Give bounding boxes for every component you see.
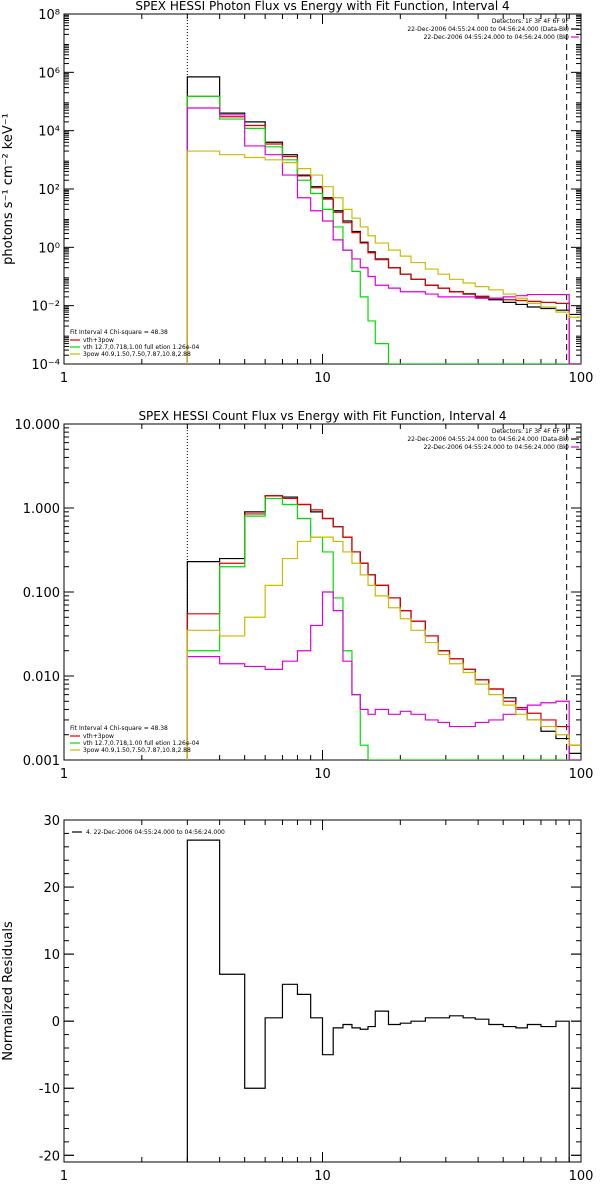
x-tick-label: 1: [60, 1169, 68, 1184]
series-line-3: [186, 497, 581, 760]
x-tick-label: 100: [569, 1169, 594, 1184]
y-tick-label: 10⁻⁴: [31, 358, 60, 373]
legend-header: Detectors: 1F 3F 4F 6F 9F: [492, 428, 570, 435]
series-line-2: [186, 495, 581, 760]
series-line-1: [186, 495, 581, 760]
chart-title: SPEX HESSI Count Flux vs Energy with Fit…: [138, 409, 506, 423]
legend-entry: 22-Dec-2006 04:55:24.000 to 04:56:24.000…: [407, 436, 569, 443]
y-tick-label: 20: [43, 881, 60, 896]
fit-legend-entry: vth+3pow: [83, 337, 114, 344]
y-tick-label: 0.100: [23, 586, 60, 601]
series-line-1: [186, 76, 581, 364]
legend-header: Detectors: 1F 3F 4F 6F 9F: [492, 18, 570, 25]
series-line-4: [186, 107, 581, 364]
series-line-5: [186, 150, 581, 364]
x-tick-label: 10: [314, 767, 331, 782]
y-tick-label: 30: [43, 814, 60, 829]
y-tick-label: 10.000: [15, 418, 61, 433]
fit-legend-entry: vth 12.7,0.718,1.00 full etion 1.26e-04: [83, 740, 200, 747]
series-line-1: [186, 839, 570, 1162]
y-axis-label: photons s⁻¹ cm⁻² keV⁻¹: [1, 113, 16, 265]
x-tick-label: 10: [314, 1169, 331, 1184]
fit-legend-header: Fit Interval 4 Chi-square = 48.38: [70, 725, 168, 732]
x-tick-label: 1: [60, 767, 68, 782]
residual-legend-entry: 4. 22-Dec-2006 04:55:24.000 to 04:56:24.…: [86, 829, 225, 836]
chart-panel-1: SPEX HESSI Photon Flux vs Energy with Fi…: [1, 0, 593, 386]
y-tick-label: 1.000: [23, 502, 60, 517]
fit-legend-entry: vth+3pow: [83, 733, 114, 740]
legend-entry: 22-Dec-2006 04:55:24.000 to 04:56:24.000…: [424, 444, 569, 451]
x-tick-label: 100: [569, 371, 594, 386]
series-line-3: [186, 95, 581, 364]
x-tick-label: 1: [60, 371, 68, 386]
y-tick-label: 10²: [38, 183, 60, 198]
y-tick-label: 10⁻²: [31, 300, 60, 315]
chart-panel-2: SPEX HESSI Count Flux vs Energy with Fit…: [15, 409, 594, 782]
chart-panel-3: 1 10 100 -20 -10 0 10 20 30 Normalized Residuals 4…: [1, 814, 593, 1184]
y-tick-label: -10: [39, 1082, 60, 1097]
y-tick-label: 0.001: [23, 754, 60, 769]
legend-entry: 22-Dec-2006 04:55:24.000 to 04:56:24.000…: [407, 26, 569, 33]
y-tick-label: 10⁸: [38, 8, 60, 23]
y-axis-label: Normalized Residuals: [1, 921, 16, 1061]
y-tick-label: 10⁶: [38, 66, 60, 81]
y-tick-label: -20: [39, 1149, 60, 1164]
x-tick-label: 100: [569, 767, 594, 782]
chart-title: SPEX HESSI Photon Flux vs Energy with Fi…: [135, 0, 509, 13]
y-tick-label: 10⁰: [38, 241, 60, 256]
y-tick-label: 10: [43, 948, 60, 963]
y-tick-label: 0: [52, 1015, 60, 1030]
fit-legend-header: Fit Interval 4 Chi-square = 48.38: [70, 329, 168, 336]
y-tick-label: 10⁴: [38, 125, 60, 140]
x-tick-label: 10: [314, 371, 331, 386]
series-line-2: [186, 95, 581, 364]
fit-legend-entry: 3pow 40.9,1.50,7.50,7.87,10.8,2.88: [83, 351, 191, 358]
series-line-5: [186, 536, 581, 760]
fit-legend-entry: vth 12.7,0.718,1.00 full etion 1.26e-04: [83, 344, 200, 351]
fit-legend-entry: 3pow 40.9,1.50,7.50,7.87,10.8,2.88: [83, 747, 191, 754]
y-tick-label: 0.010: [23, 670, 60, 685]
legend-entry: 22-Dec-2006 04:55:24.000 to 04:56:24.000…: [424, 34, 569, 41]
plot-frame: [63, 819, 582, 1163]
